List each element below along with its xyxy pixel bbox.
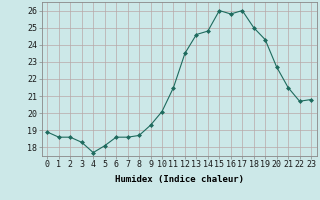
X-axis label: Humidex (Indice chaleur): Humidex (Indice chaleur) xyxy=(115,175,244,184)
